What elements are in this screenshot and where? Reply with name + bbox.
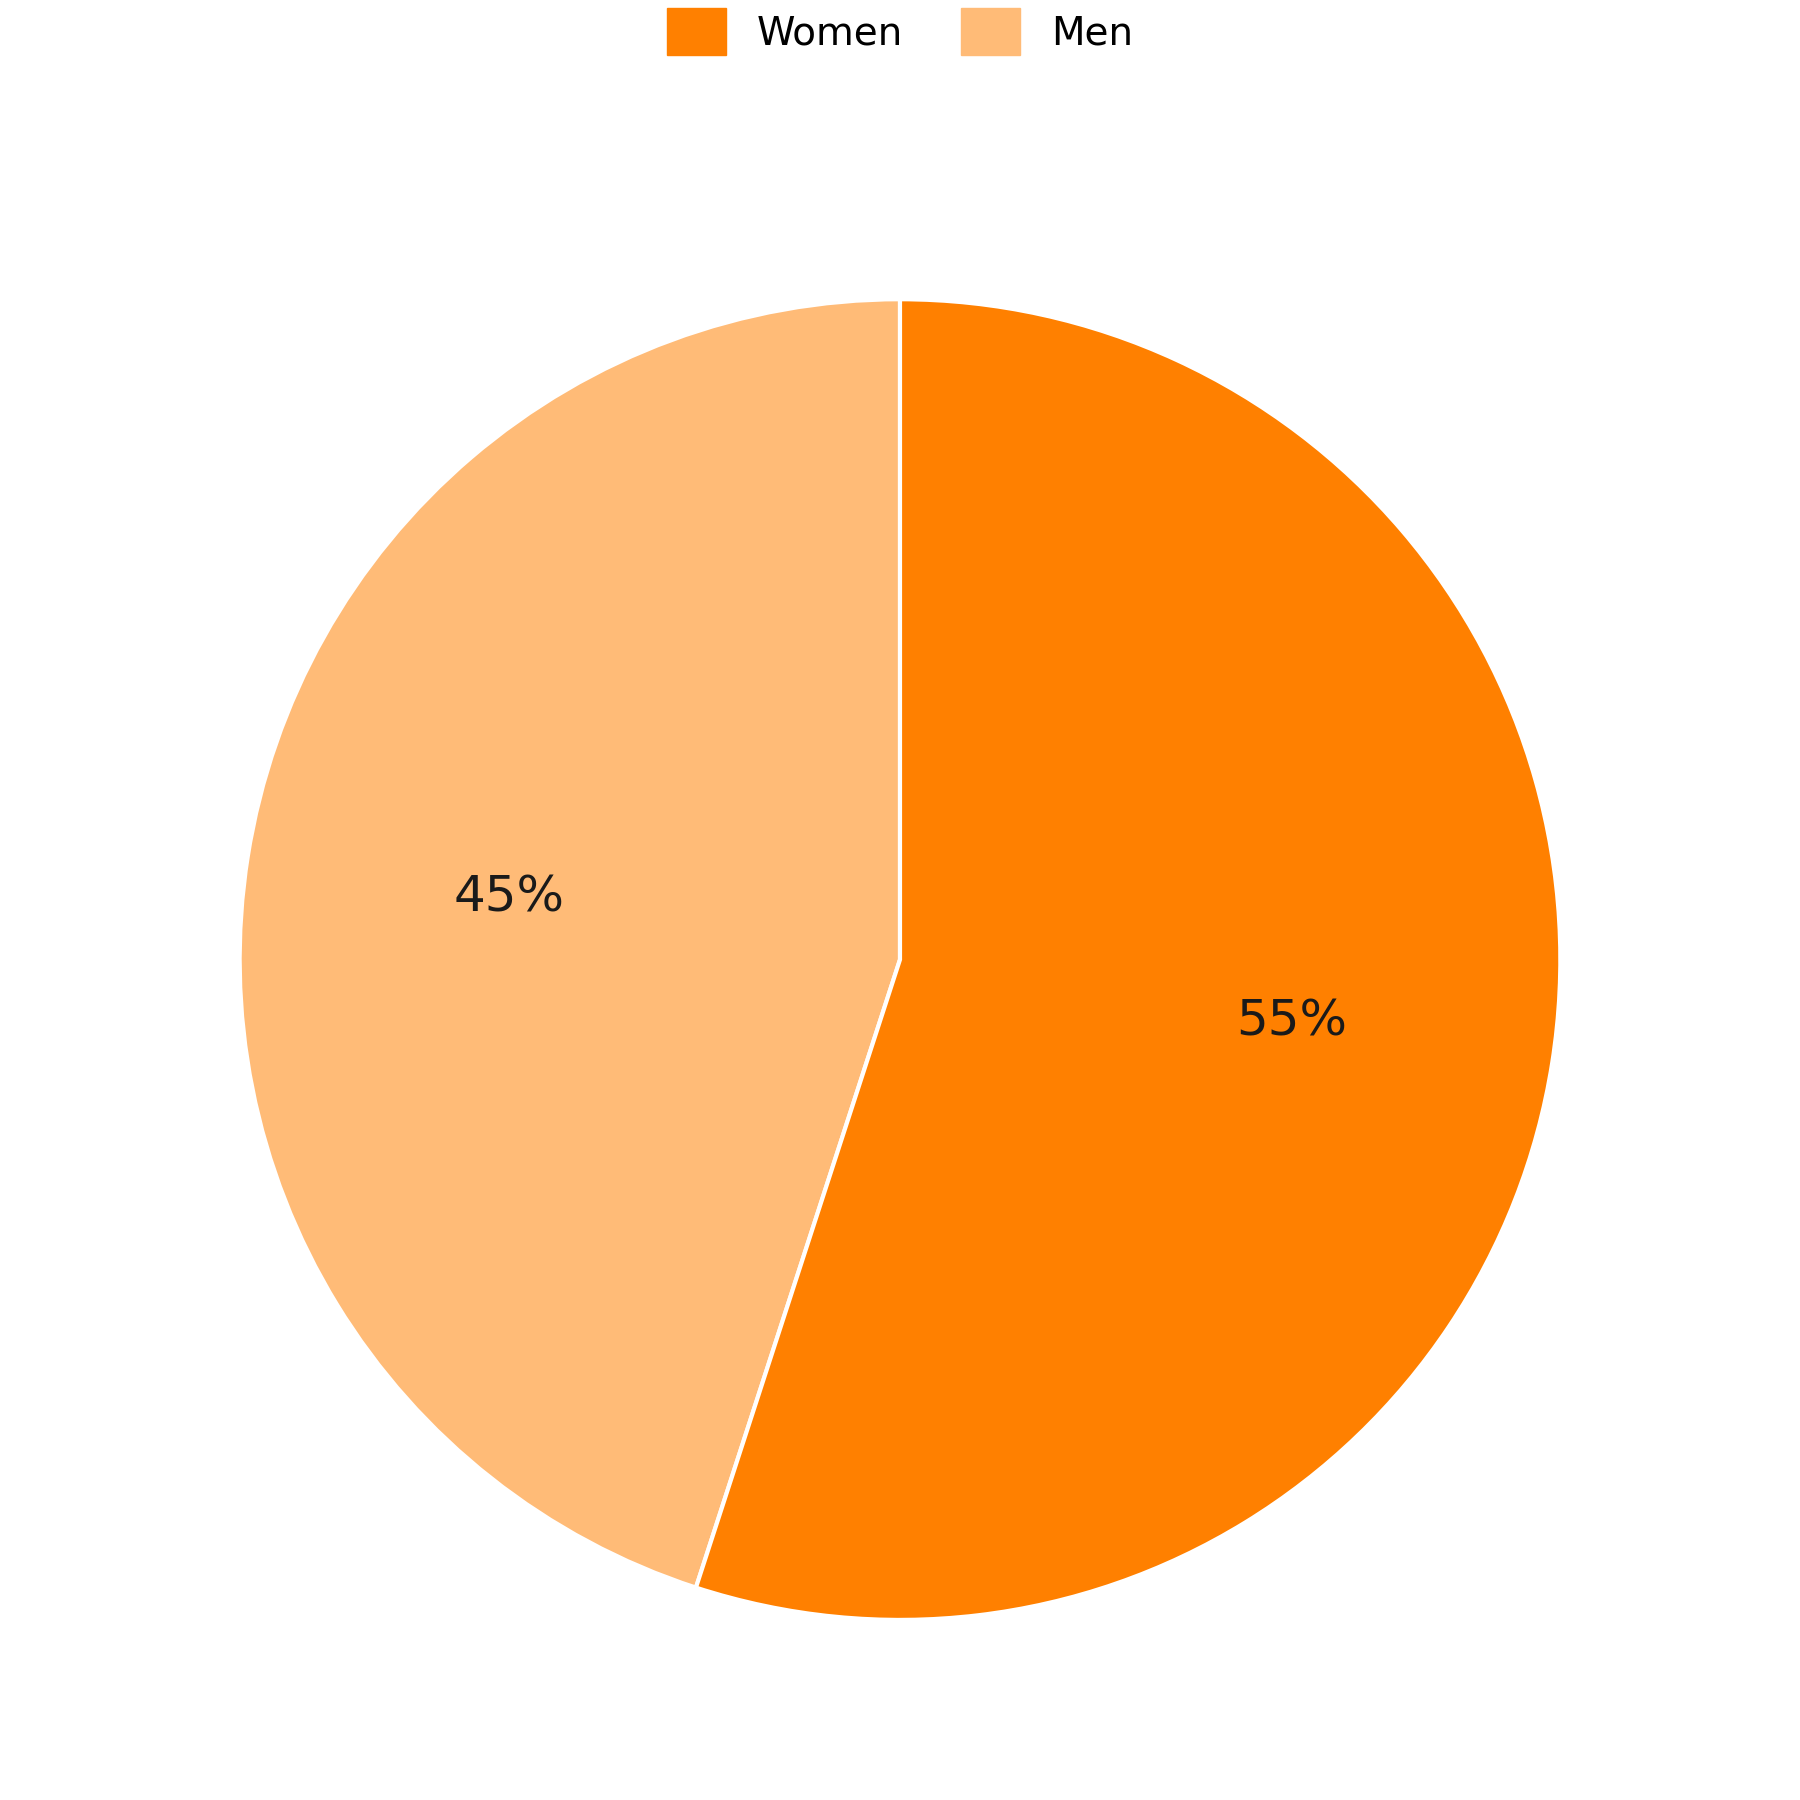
Wedge shape — [239, 299, 900, 1588]
Wedge shape — [697, 299, 1561, 1620]
Text: 55%: 55% — [1237, 997, 1346, 1046]
Text: 45%: 45% — [454, 873, 563, 922]
Legend: Women, Men: Women, Men — [648, 0, 1152, 76]
